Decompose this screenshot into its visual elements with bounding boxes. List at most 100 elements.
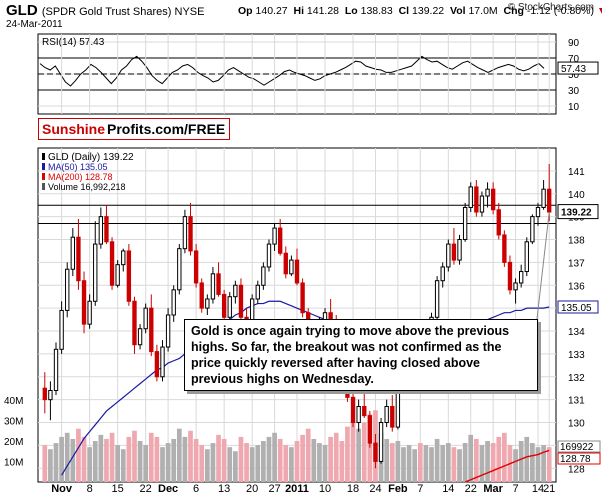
close-label: Cl <box>398 5 410 17</box>
candle-body <box>132 300 137 346</box>
volume-bar <box>59 436 64 482</box>
candle-body <box>530 216 535 243</box>
close-last-box <box>557 204 599 220</box>
rsi-last-box <box>557 61 599 75</box>
x-tick-label: 15 <box>112 483 124 495</box>
candle-body <box>59 309 64 350</box>
open-label: Op <box>238 5 253 17</box>
volume-bar <box>502 432 507 482</box>
volume-bar <box>227 447 233 482</box>
volume-bar <box>98 434 104 482</box>
candle-body <box>434 280 440 318</box>
candle-body <box>502 234 507 263</box>
volume-bar <box>513 449 518 482</box>
ma200-line <box>464 449 550 483</box>
volume-bar <box>479 445 485 482</box>
candle-body <box>289 259 294 275</box>
candle-body <box>87 300 92 325</box>
x-tick-label: 13 <box>218 483 230 495</box>
security-name: (SPDR Gold Trust Shares) NYSE <box>41 6 205 18</box>
candle-body <box>182 216 188 250</box>
candle-body <box>121 250 126 266</box>
volume-bar <box>524 436 530 482</box>
volume-bar <box>434 438 440 482</box>
x-tick-label: 20 <box>246 483 258 495</box>
volume-bar <box>81 436 87 482</box>
candle-body <box>446 243 451 268</box>
volume-bar <box>176 428 182 482</box>
candle-body <box>283 252 288 275</box>
candle-body <box>255 284 260 300</box>
candle-body <box>474 186 479 213</box>
rsi-line <box>39 55 545 87</box>
volume-bar <box>350 420 356 482</box>
candle-body <box>479 195 485 213</box>
volume-bar <box>429 447 434 482</box>
volume-bar <box>272 432 277 482</box>
candle-body <box>70 236 76 270</box>
price-tick-label: 128 <box>568 464 585 475</box>
legend-swatch <box>42 163 45 170</box>
volume-bar <box>546 447 552 482</box>
x-tick-label: Feb <box>388 483 408 495</box>
rsi-tick-label: 70 <box>568 54 580 65</box>
candle-body <box>76 236 81 282</box>
volume-bar <box>401 447 406 482</box>
volume-bar <box>193 438 199 482</box>
volume-bar <box>210 443 216 482</box>
candle-body <box>143 307 148 330</box>
x-tick-label: 22 <box>465 483 477 495</box>
volume-bar <box>490 443 496 482</box>
candle-body <box>205 298 210 309</box>
volume-bar <box>249 447 255 482</box>
volume-bar <box>87 447 92 482</box>
volume-bar <box>317 443 322 482</box>
volume-bar <box>345 426 350 482</box>
x-tick-label: Nov <box>51 483 73 495</box>
candle-body <box>513 282 518 291</box>
price-tick-label: 134 <box>568 327 585 338</box>
candle-body <box>462 206 468 241</box>
volume-bar <box>148 432 154 482</box>
high-value: 141.28 <box>306 5 340 17</box>
volume-bar <box>171 438 177 482</box>
candle-body <box>109 241 115 286</box>
candle-body <box>356 406 361 424</box>
volume-bar <box>115 445 121 482</box>
volume-bar <box>244 443 249 482</box>
candle-body <box>193 250 199 284</box>
x-tick-label: 7 <box>417 483 423 495</box>
candle-body <box>149 307 154 353</box>
sunshine-profits-logo: Sunshine Profits.com/FREE <box>38 118 231 140</box>
candle-body <box>278 227 283 254</box>
ma200-last-label: 128.78 <box>560 454 591 465</box>
volume-bar <box>457 449 462 482</box>
chart-title: GLD (SPDR Gold Trust Shares) NYSE <box>6 2 204 19</box>
volume-tick-label: 20M <box>4 437 23 448</box>
candle-body <box>165 314 171 348</box>
candle-body <box>451 243 457 261</box>
candle-body <box>261 266 266 286</box>
volume-bar <box>104 438 109 482</box>
legend-entry: MA(200) 128.78 <box>48 172 113 182</box>
ma50-last-box <box>557 300 599 314</box>
candle-body <box>216 273 221 295</box>
candle-body <box>490 188 496 211</box>
rsi-tick-label: 50 <box>568 70 580 81</box>
price-tick-label: 133 <box>568 350 585 361</box>
x-tick-label: 18 <box>347 483 359 495</box>
x-tick-label: 2011 <box>285 483 309 495</box>
volume-bar <box>485 441 490 482</box>
x-tick-label: 8 <box>87 483 93 495</box>
volume-bar <box>412 449 418 482</box>
volume-bar <box>473 438 479 482</box>
volume-last-label: 169922 <box>560 442 594 453</box>
candle-body <box>378 422 384 462</box>
volume-bar <box>451 447 457 482</box>
volume-bar <box>266 436 272 482</box>
volume-bar <box>255 445 261 482</box>
candle-body <box>535 206 541 218</box>
volume-bar <box>406 445 412 482</box>
candle-body <box>221 293 227 318</box>
volume-bar <box>160 447 165 482</box>
